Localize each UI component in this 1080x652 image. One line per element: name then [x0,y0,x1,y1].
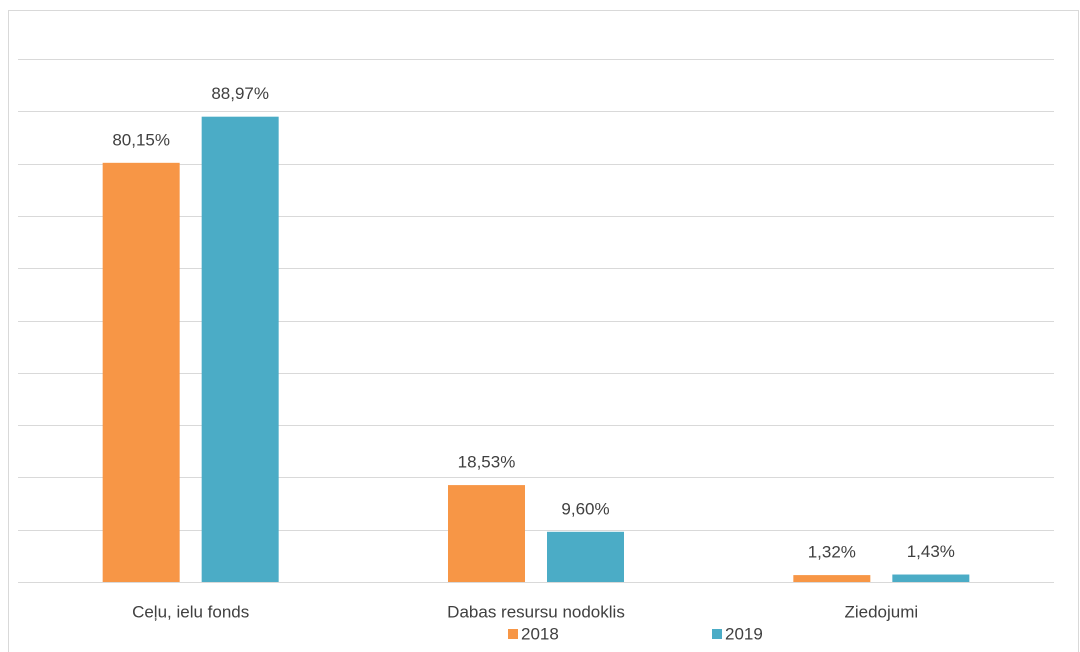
data-label: 18,53% [458,453,516,472]
data-label: 88,97% [211,84,269,103]
legend-swatch [712,629,722,639]
bar [201,116,279,583]
data-label: 1,32% [808,543,856,562]
data-label: 80,15% [112,130,170,149]
bar [892,574,970,582]
chart-frame [8,10,1079,652]
data-label: 9,60% [561,499,609,518]
x-tick-label: Dabas resursu nodoklis [447,602,625,621]
bar [547,531,624,582]
x-tick-label: Ziedojumi [844,602,918,621]
legend-swatch [508,629,518,639]
data-label: 1,43% [907,542,955,561]
bar [102,162,180,583]
bar [448,485,525,582]
legend-label: 2018 [521,624,559,643]
bar [793,575,871,582]
legend-label: 2019 [725,624,763,643]
x-tick-label: Ceļu, ielu fonds [132,602,249,621]
